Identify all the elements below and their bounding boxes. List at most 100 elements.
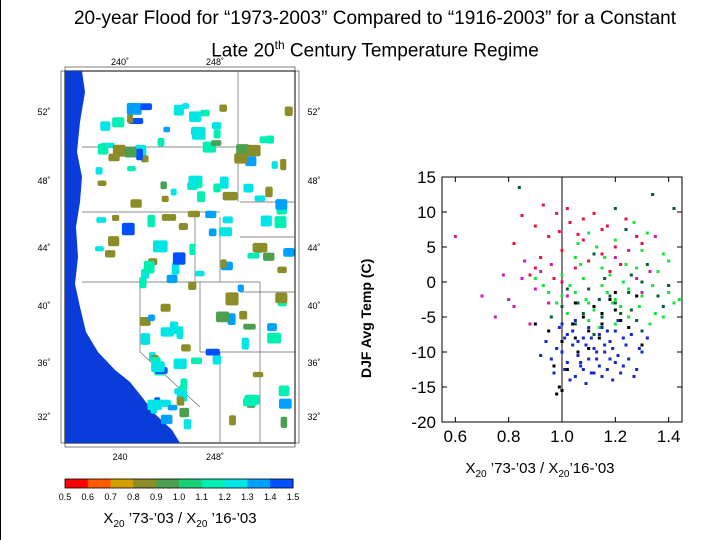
basin-marker [166,274,178,284]
basin-marker [139,317,151,326]
basin-marker [160,181,167,190]
basin-marker [96,217,107,223]
basin-marker [173,104,184,116]
basin-marker [141,155,149,163]
basin-marker [211,140,222,146]
basin-marker [150,406,158,414]
basin-marker [161,195,169,203]
basin-marker [140,333,151,345]
scatter-point [568,221,572,224]
scatter-point [648,322,652,326]
basin-marker [180,378,188,391]
scatter-point [600,322,604,326]
scatter-point [600,252,604,256]
scatter-point [603,343,607,347]
basin-marker [274,216,287,229]
basin-marker [219,176,229,189]
basin-marker [183,418,192,430]
basin-marker [139,277,147,289]
scatter-point [592,347,596,350]
x-tick-label: 1.4 [657,427,681,446]
title-line-2-pre: Late 20 [211,40,275,62]
scatter-point [597,364,601,368]
colorbar-tick-label: 0.5 [59,492,72,502]
y-tick-label: 10 [417,203,436,222]
scatter-point [523,259,527,263]
basin-marker [241,337,249,350]
cb-label-mid: ’73-’03 / X [124,510,197,527]
basin-marker [213,183,221,193]
basin-marker [136,148,143,161]
scatter-point [592,308,596,312]
scatter-point [573,322,577,326]
lat-label-right-36: 36˚ [307,358,320,368]
scatter-point [560,305,564,308]
scatter-point [627,287,631,291]
scatter-point [613,308,617,312]
lat-label-left-40: 40˚ [37,301,50,311]
scatter-point [557,326,561,329]
basin-marker [187,210,200,218]
scatter-point [613,301,617,305]
scatter-point [571,322,575,326]
basin-marker [111,214,120,222]
scatter-point [597,326,601,329]
y-tick-label: -10 [411,343,436,362]
basin-marker [95,167,103,175]
scatter-point [587,231,591,235]
scatter-chart: 15 10 5 0 -5 -10 -15 -20 0.6 0.8 1.0 1.2 1.4 [411,168,683,446]
scatter-point [592,252,596,256]
scatter-series-1 [453,235,657,326]
cb-label-sub2: 20 [196,519,208,530]
basin-marker [225,292,239,306]
title-line-2-sup: th [274,38,285,52]
basin-marker [262,252,275,261]
scatter-point [605,291,609,294]
scatter-point [493,315,497,319]
scatter-point [573,336,577,340]
scatter-point [568,284,572,287]
scatter-point [507,298,511,301]
scatter-point [589,371,593,375]
scatter-point [619,305,623,308]
scatter-point [661,315,665,319]
x-tick-labels: 0.6 0.8 1.0 1.2 1.4 [444,177,681,446]
basin-marker [179,407,190,418]
basin-marker [160,414,173,425]
scatter-point [653,235,657,238]
scatter-point [613,322,617,326]
scatter-point [648,270,652,273]
scatter-point [587,347,591,350]
scatter-point [640,343,644,347]
scatter-point [635,368,639,371]
scatter-point [533,277,537,280]
scatter-point [453,235,457,238]
lon-label-top-240: 240˚ [111,57,129,67]
scatter-point [571,343,575,347]
scatter-point [600,312,604,315]
basin-marker [229,415,236,426]
scatter-point [608,273,612,277]
scatter-point [645,231,649,235]
basin-marker [167,404,178,411]
basin-marker [265,186,273,198]
scatter-point [651,193,655,196]
colorbar-tick-label: 0.6 [82,492,95,502]
scatter-series-3 [517,186,676,336]
basin-marker [243,323,256,330]
scatter-point [560,294,564,298]
scatter-point [672,301,676,305]
scatter-point [573,301,577,305]
scatter-point [661,305,665,308]
scatter-point [579,263,583,266]
scatter-point [547,301,551,305]
basin-marker [245,156,257,167]
scatter-point [547,329,551,333]
scatter-point [589,336,593,340]
basin-marker [173,358,187,370]
basin-marker [280,158,287,171]
lat-label-left-32: 32˚ [37,412,50,422]
lat-label-right-48: 48˚ [307,176,320,186]
basin-marker [189,111,202,122]
colorbar: 0.5 0.6 0.7 0.8 0.9 1.0 1.1 1.2 1.3 1.4 1.5 [59,478,299,502]
